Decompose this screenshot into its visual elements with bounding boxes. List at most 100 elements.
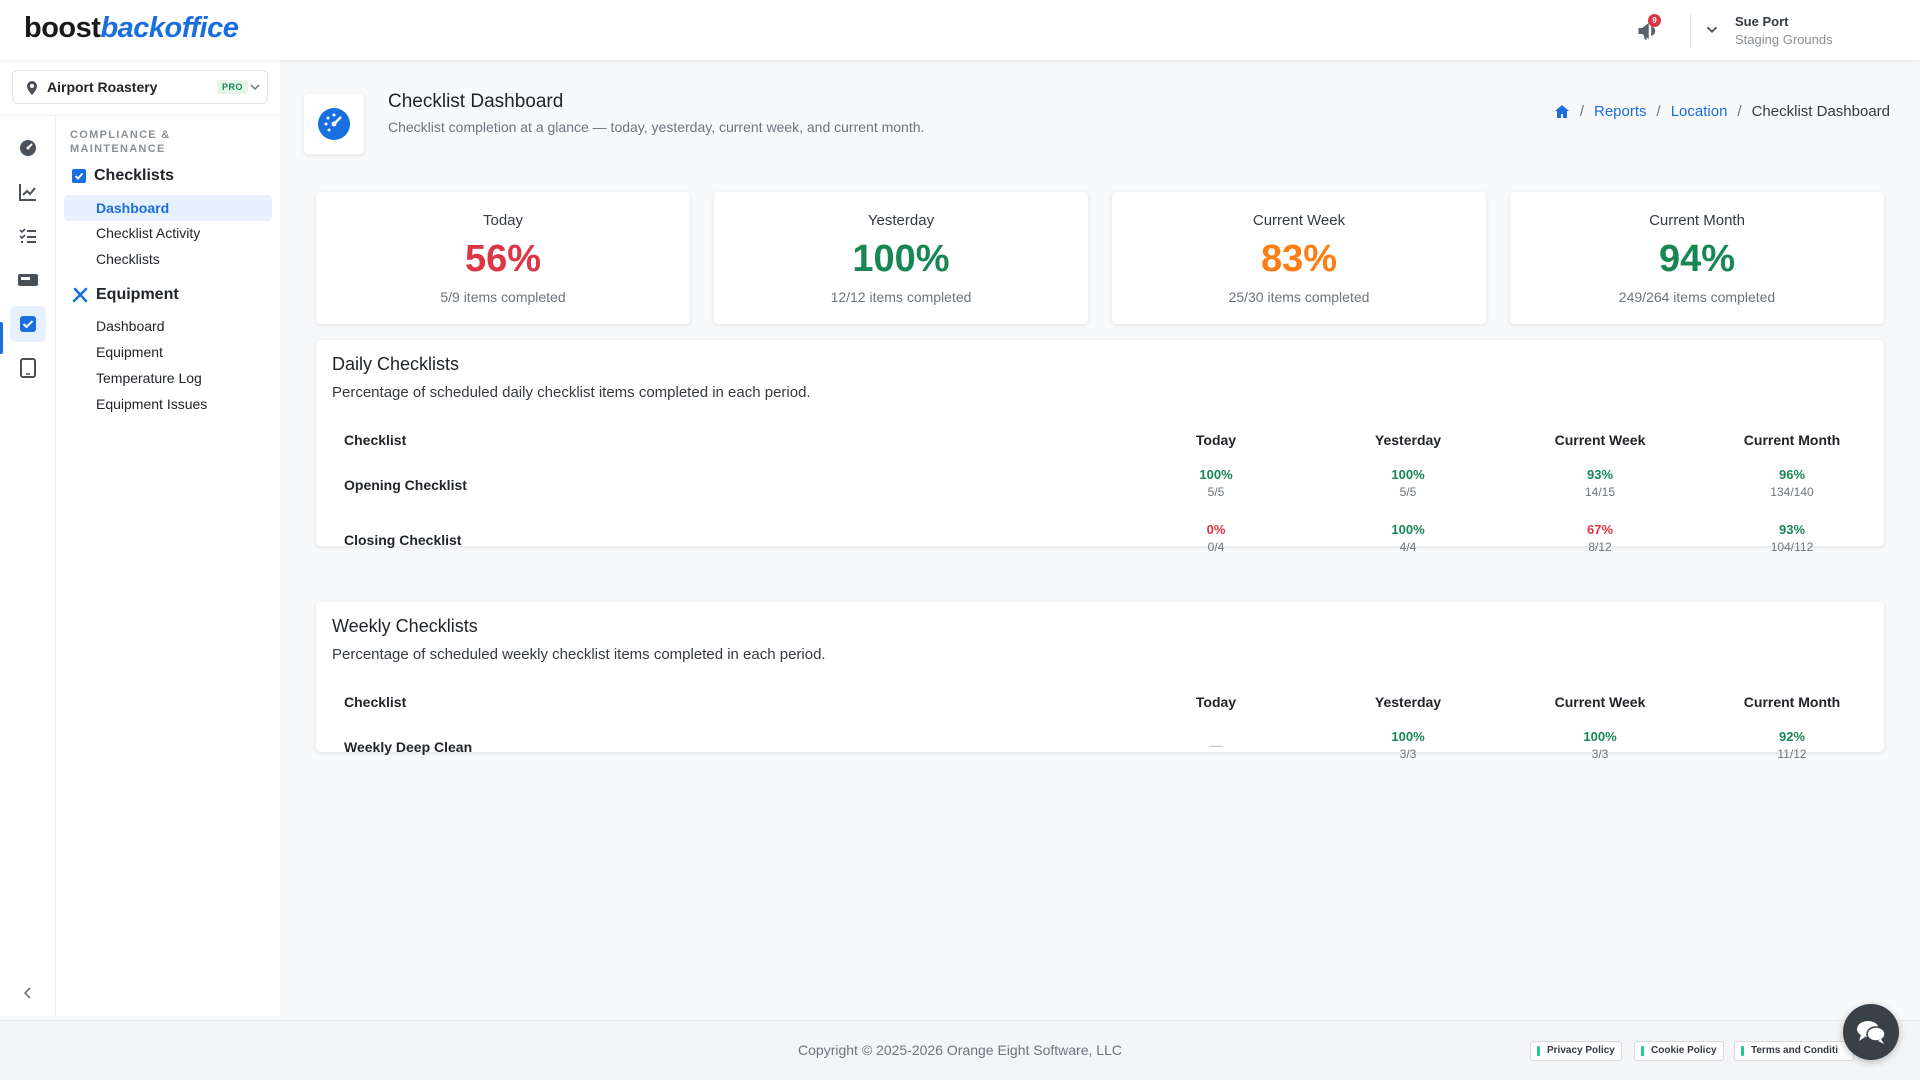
rail-active-indicator [0,322,3,354]
rail-tasks[interactable] [10,218,46,254]
chevron-down-icon [250,84,260,91]
stat-percent: 56% [464,238,542,280]
rail-devices[interactable] [10,350,46,386]
notification-count-badge: 9 [1648,14,1661,27]
top-navbar: boostbackoffice 9 Sue Port Staging Groun… [0,0,1920,60]
privacy-policy-link[interactable]: Privacy Policy [1530,1041,1622,1061]
card-title: Daily Checklists [332,354,460,374]
stat-card-yesterday: Yesterday 100% 12/12 items completed [714,192,1088,324]
tools-icon [72,287,88,303]
terms-link[interactable]: Terms and Conditi [1734,1041,1854,1061]
chat-bubbles-icon [1857,1021,1886,1044]
icon-rail [0,116,56,1016]
table-row-name[interactable]: Weekly Deep Clean [344,739,473,755]
breadcrumb-separator: / [1579,103,1584,120]
table-cell: 93% 104/112 [1770,522,1814,554]
rail-dashboard[interactable] [10,130,46,166]
rail-pos[interactable] [10,262,46,298]
breadcrumb-separator: / [1737,103,1742,120]
column-header: Checklist [344,694,407,710]
user-name[interactable]: Sue Port [1735,14,1789,29]
sidebar-item-equipment[interactable]: Equipment [96,344,163,360]
stat-percent: 100% [852,238,950,280]
footer: Copyright © 2025-2026 Orange Eight Softw… [0,1020,1920,1080]
location-select[interactable]: Airport Roastery PRO [12,70,268,104]
cash-register-icon [18,274,38,286]
column-header: Current Month [1743,694,1841,710]
chat-launcher-button[interactable] [1843,1004,1899,1060]
table-cell: — [1209,738,1223,753]
table-cell: 67% 8/12 [1586,522,1614,554]
divider [1690,14,1691,48]
sidebar-item-equipment-dashboard[interactable]: Dashboard [96,318,165,334]
card-description: Percentage of scheduled daily checklist … [332,384,811,401]
card-title: Weekly Checklists [332,616,478,636]
table-cell: 0% 0/4 [1206,522,1226,554]
brand-logo[interactable]: boostbackoffice [24,12,239,44]
sidebar-group-label: Checklists [94,167,175,184]
home-icon[interactable] [1554,104,1570,119]
weekly-checklists-card: Weekly Checklists Percentage of schedule… [316,602,1884,761]
page-subtitle: Checklist completion at a glance — today… [388,119,925,135]
column-header: Checklist [344,432,407,448]
table-cell: 100% 3/3 [1391,729,1425,761]
plan-badge: PRO [217,80,249,94]
rail-reports[interactable] [10,174,46,210]
stat-items: 12/12 items completed [830,289,972,305]
divider [0,115,280,116]
sidebar-item-checklist-activity[interactable]: Checklist Activity [96,225,201,241]
stat-card-current-month: Current Month 94% 249/264 items complete… [1510,192,1884,324]
table-cell: 92% 11/12 [1777,729,1807,761]
breadcrumb-reports[interactable]: Reports [1594,103,1647,120]
cookie-policy-link[interactable]: Cookie Policy [1634,1041,1724,1061]
card-description: Percentage of scheduled weekly checklist… [332,646,826,663]
table-cell: 100% 3/3 [1583,729,1617,761]
table-cell: 96% 134/140 [1770,467,1814,499]
sidebar-item-checklists[interactable]: Checklists [96,251,160,267]
table-cell: 100% 5/5 [1391,467,1425,499]
stat-items: 25/30 items completed [1228,289,1370,305]
sidebar-item-checklists-dashboard[interactable]: Dashboard [64,195,272,221]
stat-percent: 94% [1658,238,1736,280]
checkbox-icon [20,316,36,332]
column-header: Yesterday [1374,432,1442,448]
sidebar-section-heading: COMPLIANCE & MAINTENANCE [70,129,171,155]
daily-checklists-card: Daily Checklists Percentage of scheduled… [316,340,1884,554]
gauge-icon [318,108,350,140]
sidebar-group-label: Equipment [96,286,179,303]
breadcrumb-current: Checklist Dashboard [1751,103,1890,120]
list-check-icon [19,228,36,243]
megaphone-icon[interactable] [1636,18,1662,44]
chevron-down-icon[interactable] [1703,20,1721,38]
rail-compliance[interactable] [10,306,46,342]
table-cell: 100% 5/5 [1199,467,1233,499]
stat-items: 5/9 items completed [440,289,566,305]
column-header: Current Week [1554,432,1646,448]
sidebar-item-temperature-log[interactable]: Temperature Log [96,370,202,386]
column-header: Today [1195,694,1237,710]
sidebar-group-checklists[interactable]: Checklists [72,167,174,185]
page-icon-box [304,94,364,154]
column-header: Today [1195,432,1237,448]
table-row-name[interactable]: Closing Checklist [344,532,462,548]
checkbox-icon [72,169,86,183]
sidebar-group-equipment[interactable]: Equipment [72,286,179,304]
chevron-left-icon[interactable] [18,983,38,1003]
breadcrumb-location[interactable]: Location [1670,103,1728,120]
gauge-icon [20,140,36,156]
stat-items: 249/264 items completed [1618,289,1776,305]
column-header: Current Month [1743,432,1841,448]
column-header: Current Week [1554,694,1646,710]
column-header: Yesterday [1374,694,1442,710]
stat-label: Today [482,212,524,229]
table-row-name[interactable]: Opening Checklist [344,477,467,493]
user-organization: Staging Grounds [1735,32,1833,47]
copyright-text: Copyright © 2025-2026 Orange Eight Softw… [798,1042,1122,1058]
table-cell: 93% 14/15 [1584,467,1616,499]
main-content: Checklist Dashboard Checklist completion… [280,60,1920,1020]
breadcrumb-separator: / [1656,103,1661,120]
page-title: Checklist Dashboard [388,91,564,112]
sidebar-item-equipment-issues[interactable]: Equipment Issues [96,396,208,412]
stat-card-current-week: Current Week 83% 25/30 items completed [1112,192,1486,324]
stat-label: Current Month [1649,212,1745,229]
